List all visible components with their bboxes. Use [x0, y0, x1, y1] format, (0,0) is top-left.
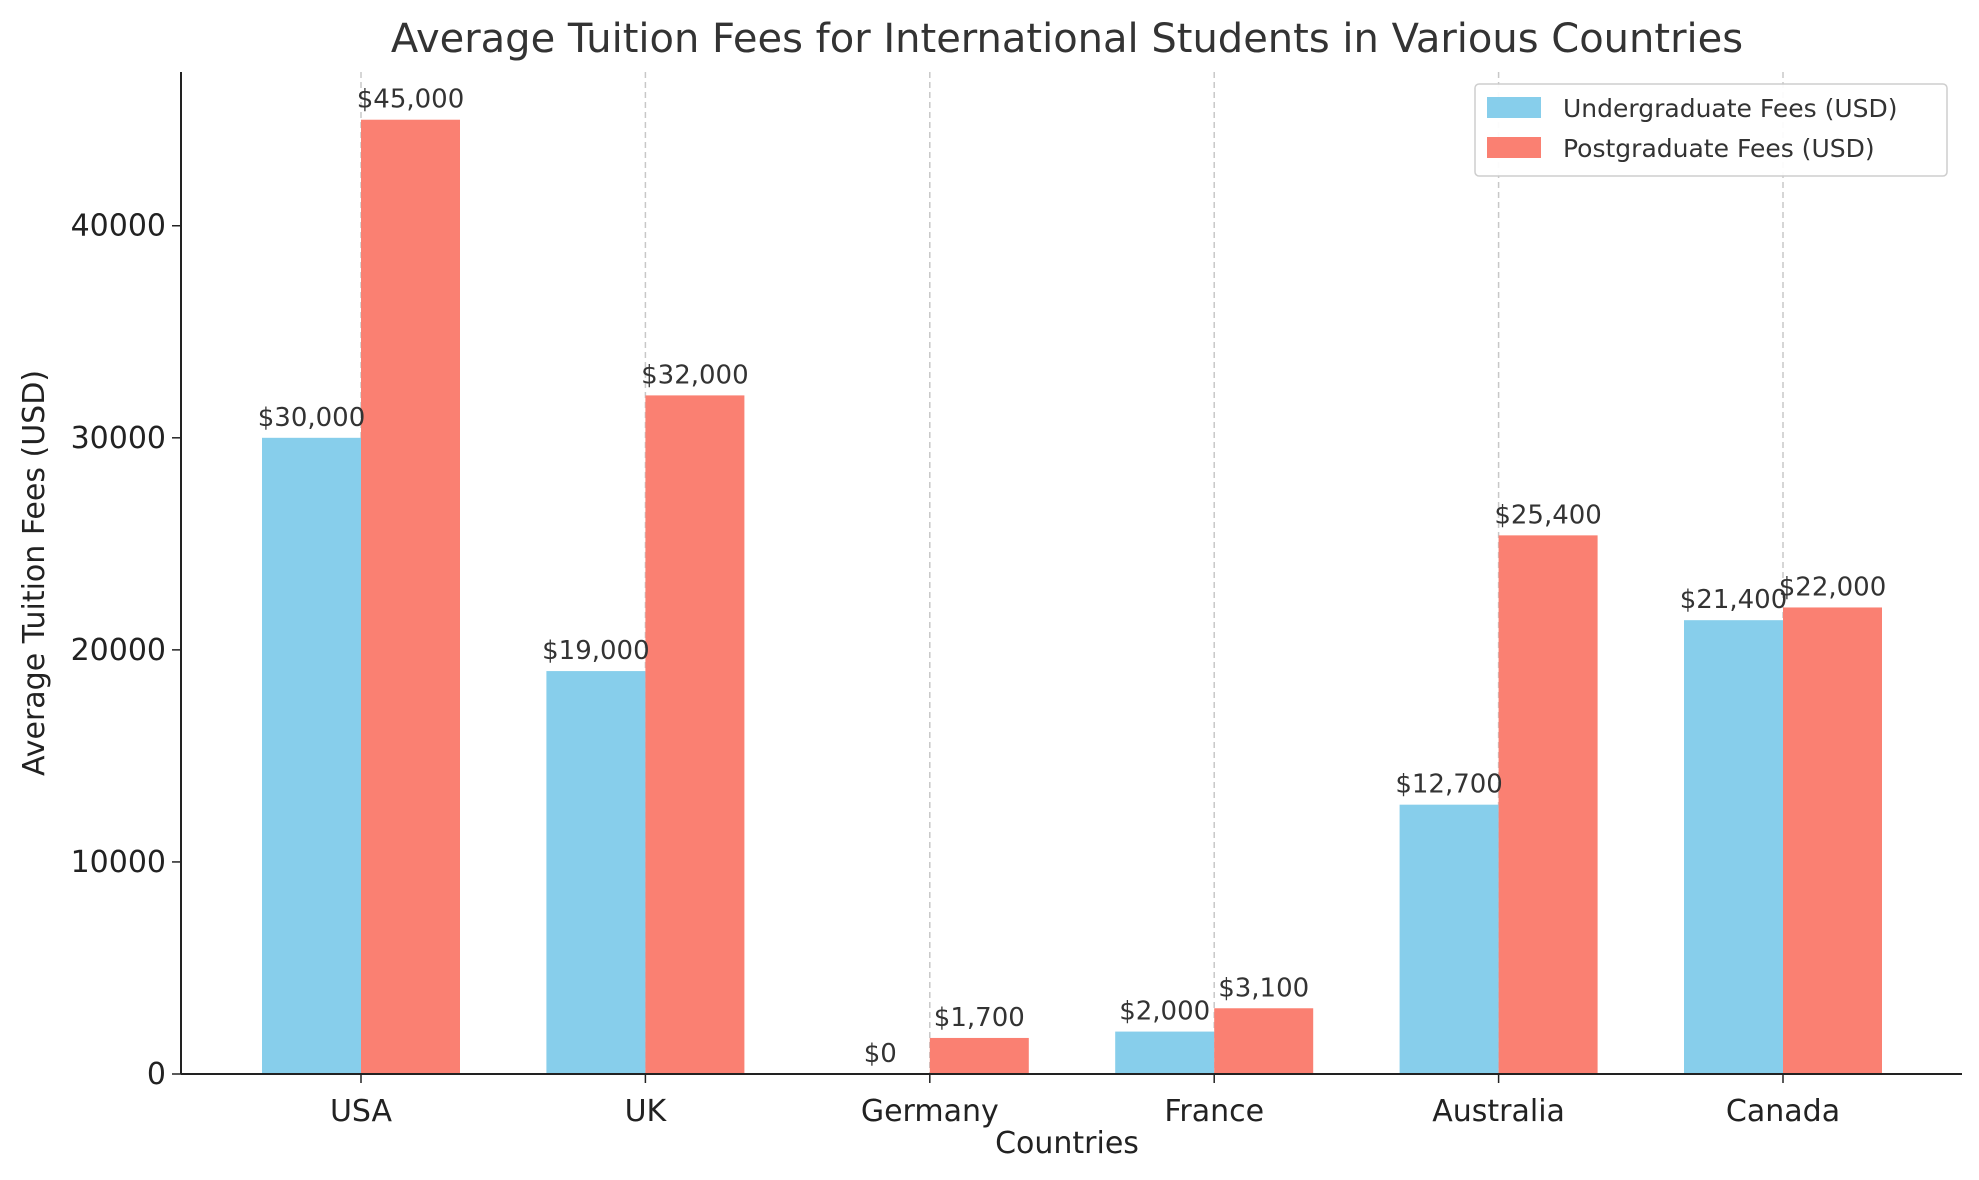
data-label: $12,700: [1395, 770, 1503, 800]
legend-box: [1474, 83, 1948, 177]
x-tick-label: UK: [625, 1094, 668, 1129]
data-label: $45,000: [357, 85, 465, 115]
bar-usa-undergraduate: [262, 437, 361, 1074]
data-label: $30,000: [258, 403, 366, 433]
bar-usa-postgraduate: [361, 119, 460, 1074]
x-tick-label: Canada: [1726, 1094, 1840, 1129]
bar-australia-undergraduate: [1399, 804, 1499, 1074]
axes: USA UK Germany France Australia Canada 0 10000 2…: [71, 72, 1962, 1129]
legend-swatch: [1487, 97, 1541, 118]
bar-france-undergraduate: [1115, 1031, 1215, 1074]
y-tick-label: 40000: [71, 209, 166, 244]
y-tick-label: 30000: [71, 421, 166, 456]
bar-canada-postgraduate: [1783, 607, 1882, 1074]
data-labels: $30,000 $45,000 $19,000 $32,000 $0 $1,700 $2,0…: [258, 85, 1887, 1069]
bar-germany-postgraduate: [929, 1037, 1029, 1074]
bar-canada-undergraduate: [1684, 620, 1783, 1074]
bar-france-postgraduate: [1214, 1008, 1314, 1074]
data-label: $1,700: [934, 1003, 1025, 1033]
y-tick-label: 20000: [71, 633, 166, 668]
data-label: $21,400: [1680, 585, 1788, 615]
x-tick-label: USA: [330, 1094, 393, 1129]
bar-australia-postgraduate: [1498, 535, 1598, 1074]
legend: Undergraduate Fees (USD) Postgraduate Fee…: [1474, 83, 1948, 177]
y-axis-label: Average Tuition Fees (USD): [17, 370, 52, 776]
legend-label: Undergraduate Fees (USD): [1563, 94, 1898, 123]
legend-label: Postgraduate Fees (USD): [1563, 134, 1875, 163]
data-label: $0: [864, 1039, 897, 1069]
bar-uk-undergraduate: [546, 671, 646, 1074]
bar-uk-postgraduate: [645, 395, 745, 1074]
bars: [262, 119, 1882, 1074]
y-tick-label: 0: [147, 1057, 166, 1092]
x-tick-label: Germany: [861, 1094, 999, 1129]
data-label: $19,000: [542, 636, 650, 666]
chart-title: Average Tuition Fees for International S…: [391, 16, 1743, 62]
data-label: $3,100: [1218, 973, 1309, 1003]
x-tick-label: France: [1164, 1094, 1264, 1129]
x-axis-label: Countries: [995, 1126, 1139, 1161]
y-tick-label: 10000: [71, 845, 166, 880]
x-tick-label: Australia: [1432, 1094, 1565, 1129]
data-label: $32,000: [641, 360, 749, 390]
legend-swatch: [1487, 137, 1541, 158]
data-label: $22,000: [1779, 572, 1887, 602]
data-label: $25,400: [1494, 500, 1602, 530]
data-label: $2,000: [1119, 997, 1210, 1027]
